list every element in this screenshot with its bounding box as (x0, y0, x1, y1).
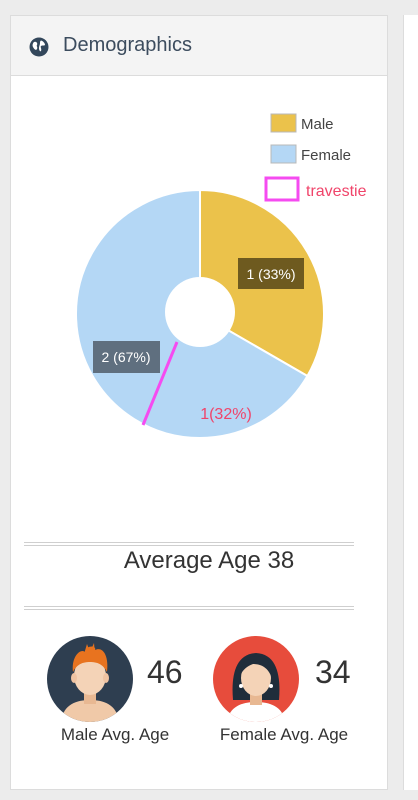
average-age: Average Age 38 (123, 547, 295, 574)
annotation-slice-label: 1(32%) (200, 406, 252, 423)
globe-icon (29, 37, 49, 57)
legend-swatch-male (270, 113, 297, 133)
slice-label-box-female (93, 341, 160, 373)
panel-header: Demographics (11, 16, 387, 76)
male-avatar-icon (47, 636, 133, 722)
divider-top (24, 542, 354, 546)
panel-title: Demographics (63, 34, 192, 56)
slice-label-female: 2 (67%) (101, 349, 150, 365)
male-avg-age-caption: Male Avg. Age (60, 725, 170, 744)
female-avg-age-value: 34 (315, 654, 351, 690)
legend-label-annotation: travestie (306, 183, 367, 200)
legend-swatch-female (270, 144, 297, 164)
legend-swatch-annotation (264, 176, 300, 202)
male-avg-age-value: 46 (147, 654, 183, 690)
donut-hole (165, 277, 235, 347)
slice-label-box-male (238, 258, 304, 289)
slice-label-male: 1 (33%) (246, 266, 295, 282)
divider-bottom (24, 606, 354, 610)
female-avatar-icon (213, 636, 299, 722)
legend-label-female: Female (301, 147, 351, 164)
female-avg-age-caption: Female Avg. Age (219, 725, 349, 744)
legend-label-male: Male (301, 116, 334, 133)
annotation-line (141, 341, 179, 426)
adjacent-panel-edge (403, 15, 418, 790)
